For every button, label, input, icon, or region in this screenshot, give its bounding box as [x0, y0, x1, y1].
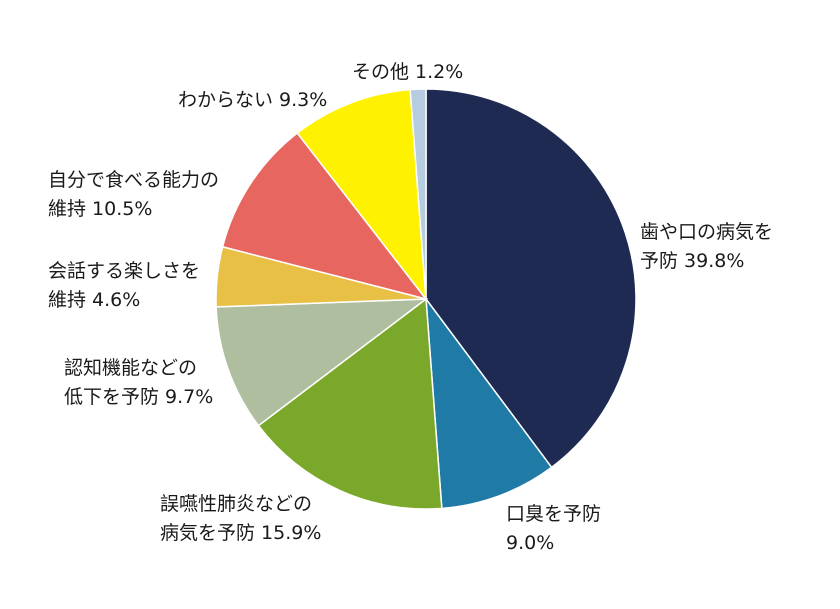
pie-slice [425, 88, 637, 469]
label-line: 病気を予防 15.9% [160, 522, 322, 544]
pie-slices [215, 88, 637, 510]
label-line: 自分で食べる能力の [48, 169, 220, 191]
label-line: 維持 4.6% [48, 289, 141, 311]
label-line: 維持 10.5% [48, 198, 153, 220]
label-line: わからない 9.3% [178, 89, 328, 111]
label-line: 低下を予防 9.7% [64, 386, 214, 408]
slice-label-other: その他 1.2% [352, 58, 463, 87]
slice-label-self-eating: 自分で食べる能力の 維持 10.5% [48, 166, 219, 224]
label-line: その他 1.2% [352, 61, 464, 83]
slice-label-conversation: 会話する楽しさを 維持 4.6% [48, 257, 200, 315]
label-line: 口臭を予防 [506, 503, 602, 525]
label-line: 誤嚥性肺炎などの [160, 493, 313, 515]
slice-label-teeth-mouth: 歯や口の病気を 予防 39.8% [640, 218, 773, 276]
pie-slice [409, 88, 427, 300]
label-line: 歯や口の病気を [640, 221, 774, 243]
pie-slice [296, 88, 427, 302]
pie-slice [215, 298, 429, 427]
slice-label-bad-breath: 口臭を予防 9.0% [506, 500, 601, 558]
pie-slice [257, 297, 443, 510]
pie-slice [425, 296, 553, 510]
label-line: 9.0% [506, 532, 555, 554]
slice-label-pneumonia: 誤嚥性肺炎などの 病気を予防 15.9% [160, 490, 321, 548]
label-line: 認知機能などの [64, 357, 198, 379]
slice-label-cognitive: 認知機能などの 低下を予防 9.7% [64, 354, 213, 412]
label-line: 会話する楽しさを [48, 260, 201, 282]
pie-slice [221, 132, 428, 301]
label-line: 予防 39.8% [640, 250, 745, 272]
slice-label-unknown: わからない 9.3% [178, 86, 327, 115]
